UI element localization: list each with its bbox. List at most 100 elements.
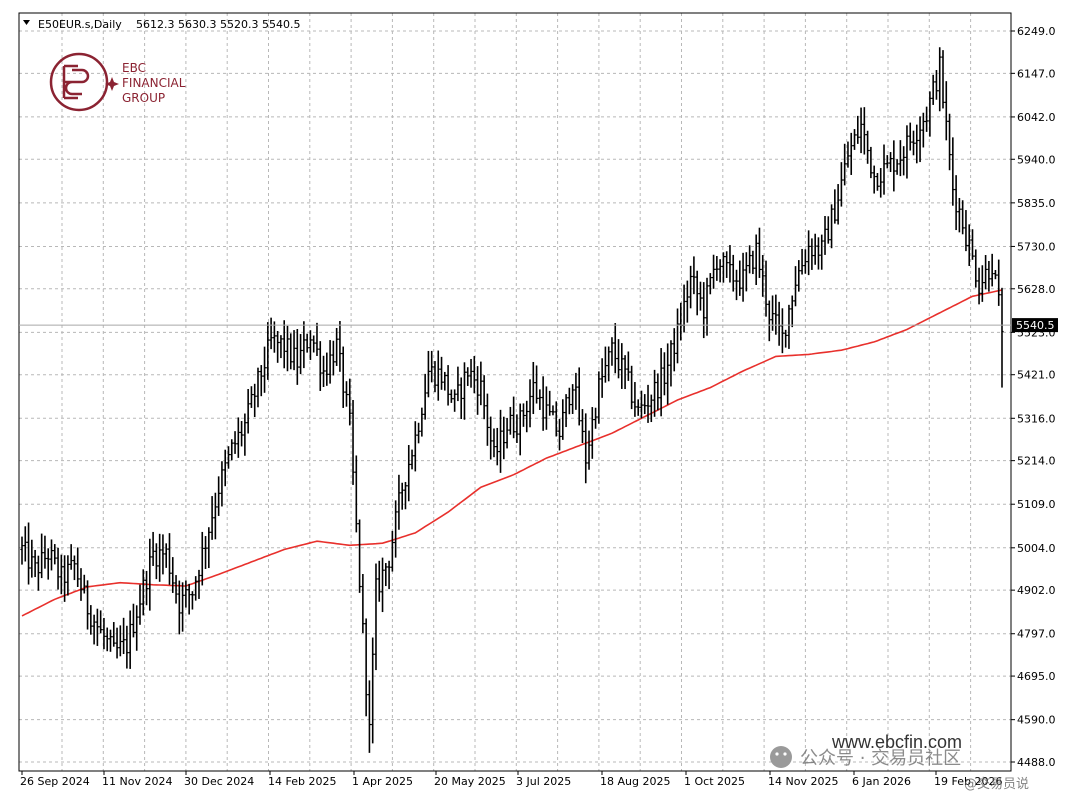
ohlc-bar	[548, 390, 552, 416]
ohlc-bar	[122, 617, 126, 655]
ohlc-bar	[420, 407, 424, 437]
ohlc-bar	[236, 417, 240, 458]
ohlc-bar	[282, 320, 286, 369]
ohlc-bar	[128, 610, 132, 669]
ohlc-bar	[531, 361, 535, 415]
ohlc-bar	[63, 555, 67, 602]
ohlc-bar	[400, 482, 404, 510]
x-tick-label: 26 Sep 2024	[20, 775, 90, 788]
wechat-icon-dot-right	[783, 752, 787, 756]
x-tick-label: 3 Jul 2025	[516, 775, 571, 788]
ohlc-bar	[577, 367, 581, 426]
ohlc-bar	[384, 563, 388, 587]
ohlc-bar	[295, 328, 299, 385]
ohlc-bar	[49, 539, 54, 571]
ohlc-bar	[154, 543, 158, 580]
ohlc-bar	[587, 430, 591, 470]
ohlc-bar	[810, 238, 814, 270]
ohlc-bar	[416, 422, 421, 444]
y-tick-label: 5421.0	[1017, 369, 1056, 382]
ohlc-bar	[151, 531, 155, 566]
ohlc-bar	[869, 146, 873, 179]
ohlc-bar	[593, 407, 598, 429]
ohlc-bar	[512, 396, 516, 439]
ohlc-bar	[325, 352, 329, 386]
ohlc-bar	[187, 583, 191, 615]
ohlc-bar	[885, 155, 889, 169]
ohlc-bar	[515, 414, 519, 443]
ohlc-bar	[862, 107, 866, 155]
ohlc-bar	[961, 200, 965, 235]
ohlc-bar	[859, 107, 863, 154]
ohlc-bar	[643, 394, 647, 415]
ohlc-bar	[79, 568, 83, 601]
y-axis: 6249.0 6147.0 6042.0 5940.0 5835.0 5730.0 5628…	[1011, 25, 1056, 769]
ohlc-bar	[89, 605, 93, 635]
ohlc-bar	[403, 481, 408, 510]
ohlc-bar	[970, 229, 975, 260]
ohlc-bar	[944, 81, 948, 141]
ohlc-bar	[439, 356, 444, 390]
dropdown-triangle-icon[interactable]	[23, 20, 30, 25]
ohlc-bar	[210, 496, 214, 540]
ohlc-bar	[603, 346, 608, 383]
ohlc-bar	[525, 400, 529, 433]
ohlc-bar	[262, 346, 267, 393]
ohlc-bar	[410, 449, 414, 470]
ohlc-bar	[898, 140, 902, 177]
ohlc-bar	[800, 248, 804, 275]
x-tick-label: 14 Nov 2025	[768, 775, 838, 788]
ohlc-bar	[158, 533, 162, 582]
ohlc-bar	[361, 573, 365, 634]
ohlc-bar	[557, 419, 562, 451]
ohlc-bar	[702, 282, 706, 339]
ohlc-bar	[495, 427, 499, 466]
ohlc-bar	[974, 249, 978, 288]
ohlc-bar	[711, 254, 716, 289]
ohlc-bar	[485, 393, 490, 446]
ohlc-bar	[328, 340, 332, 384]
y-tick-label: 5628.0	[1017, 283, 1056, 296]
x-tick-label: 1 Apr 2025	[352, 775, 413, 788]
ohlc-bar	[246, 389, 250, 434]
ohlc-bar	[977, 267, 981, 305]
ohlc-bar	[879, 168, 883, 198]
ohlc-bar	[852, 129, 857, 150]
ohlc-bar	[459, 377, 463, 419]
ohlc-bar	[607, 346, 611, 382]
ohlc-bar	[931, 74, 935, 105]
y-tick-label: 4590.0	[1017, 714, 1056, 727]
ohlc-bar	[20, 536, 24, 565]
ohlc-bar	[630, 365, 634, 410]
ohlc-bar	[731, 254, 735, 292]
ohlc-bar	[551, 405, 555, 416]
ohlc-bar	[718, 259, 722, 283]
ohlc-bar	[793, 266, 798, 307]
ohlc-bar	[669, 340, 673, 387]
ohlc-bar	[220, 461, 224, 507]
logo-line-3: GROUP	[122, 91, 165, 105]
ohlc-bar	[66, 555, 70, 596]
ohlc-bar	[721, 252, 726, 283]
ohlc-bar	[538, 389, 542, 410]
ohlc-bar	[433, 361, 437, 393]
ohlc-bar	[197, 569, 201, 599]
ohlc-bar	[675, 308, 680, 364]
ebc-logo-mark-icon	[49, 52, 109, 112]
ohlc-bar	[492, 428, 496, 458]
ohlc-bar	[925, 106, 929, 132]
chart-symbol: E50EUR.s,Daily	[38, 18, 122, 31]
ohlc-bar	[171, 557, 175, 593]
ohlc-bar	[764, 260, 768, 317]
ohlc-bar	[266, 322, 270, 380]
ohlc-bar	[600, 358, 604, 398]
wechat-icon	[770, 746, 792, 768]
ohlc-bar	[567, 387, 571, 415]
ohlc-bar	[335, 327, 339, 366]
ohlc-bar	[482, 375, 486, 420]
ohlc-bar	[99, 610, 103, 634]
ohlc-bar	[259, 365, 263, 397]
ohlc-bar	[72, 555, 77, 581]
ohlc-bar	[656, 373, 660, 411]
